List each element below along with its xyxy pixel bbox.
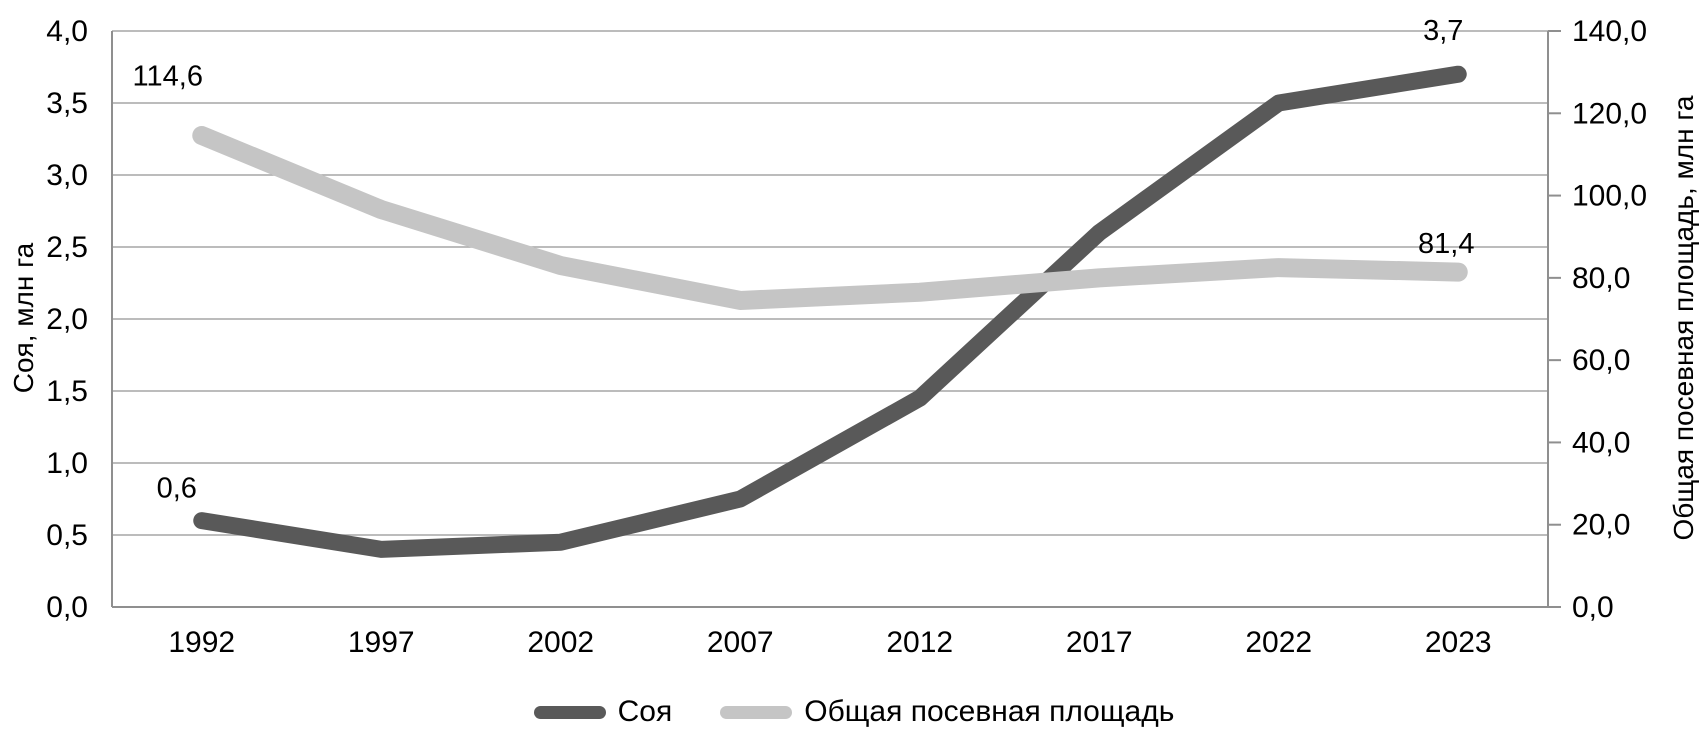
x-tick-label: 2007 [707, 626, 774, 659]
right-tick-label: 40,0 [1572, 426, 1630, 459]
right-axis-title: Общая посевная площадь, млн га [1668, 95, 1699, 541]
right-tick-label: 80,0 [1572, 262, 1630, 295]
left-tick-label: 0,5 [46, 519, 88, 552]
right-tick-label: 20,0 [1572, 509, 1630, 542]
series-line-total-sown-area [192, 126, 1468, 310]
x-tick-label: 2012 [886, 626, 953, 659]
x-tick-label: 2022 [1245, 626, 1312, 659]
data-label: 3,7 [1423, 15, 1463, 47]
legend: Соя Общая посевная площадь [0, 697, 1708, 727]
legend-swatch-soy [533, 705, 606, 719]
legend-item-soy: Соя [533, 695, 673, 728]
x-tick-label: 2017 [1066, 626, 1133, 659]
left-tick-label: 4,0 [46, 15, 88, 48]
left-tick-label: 3,5 [46, 87, 88, 120]
legend-label: Соя [617, 695, 673, 728]
data-label: 81,4 [1418, 228, 1474, 260]
series-line-soy [193, 65, 1467, 558]
left-tick-label: 0,0 [46, 591, 88, 624]
x-tick-label: 2002 [527, 626, 594, 659]
legend-item-total-sown-area: Общая посевная площадь [720, 697, 1174, 727]
left-tick-label: 2,5 [46, 231, 88, 264]
data-label: 114,6 [133, 61, 203, 93]
left-tick-label: 1,5 [46, 375, 88, 408]
right-tick-label: 60,0 [1572, 344, 1630, 377]
right-tick-label: 100,0 [1572, 180, 1647, 213]
legend-swatch-total-sown-area [720, 705, 793, 719]
left-tick-label: 3,0 [46, 159, 88, 192]
right-tick-label: 140,0 [1572, 15, 1647, 48]
left-tick-label: 2,0 [46, 303, 88, 336]
left-axis-title: Соя, млн га [8, 242, 39, 394]
x-tick-label: 2023 [1425, 626, 1492, 659]
legend-label: Общая посевная площадь [804, 695, 1175, 728]
x-tick-label: 1992 [168, 626, 235, 659]
x-tick-label: 1997 [348, 626, 415, 659]
left-tick-label: 1,0 [46, 447, 88, 480]
data-label: 0,6 [157, 473, 197, 505]
right-tick-label: 120,0 [1572, 97, 1647, 130]
right-tick-label: 0,0 [1572, 591, 1614, 624]
